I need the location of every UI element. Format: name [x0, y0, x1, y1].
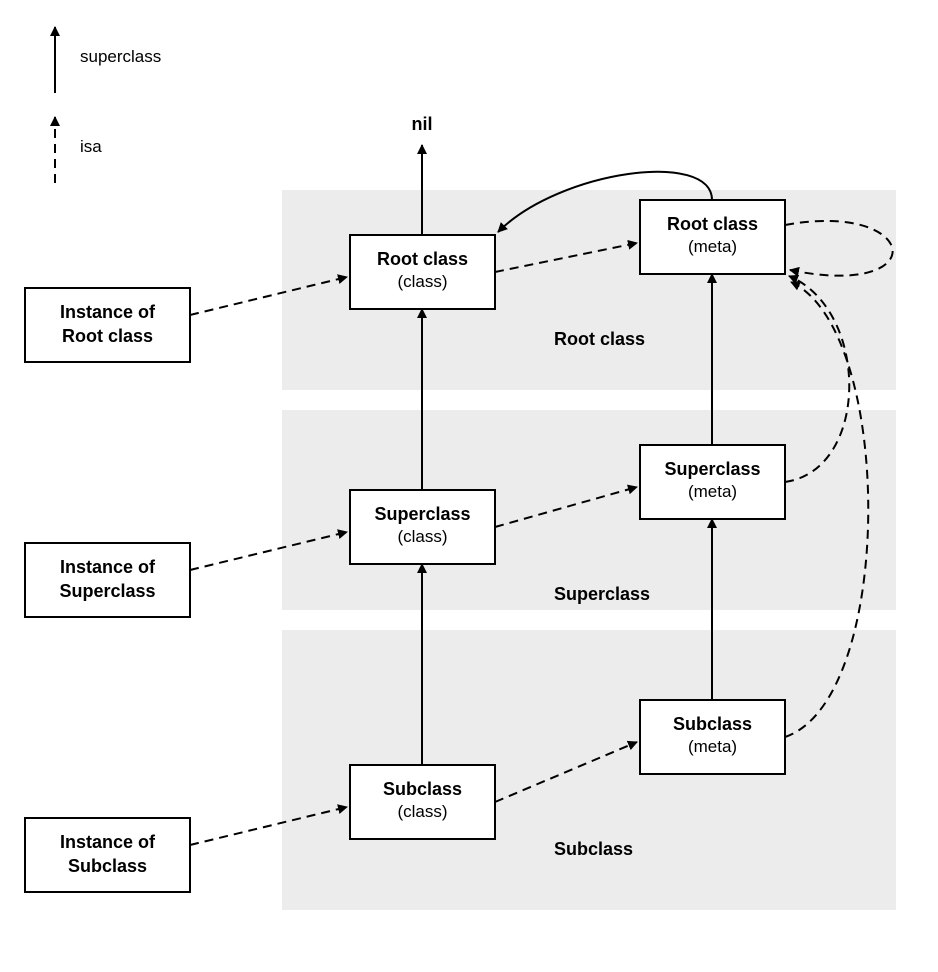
node-inst-root: Instance of Root class [25, 288, 190, 362]
node-super-class: Superclass (class) [350, 490, 495, 564]
node-title2: Superclass [59, 581, 155, 601]
node-title: Root class [377, 249, 468, 269]
node-subtitle: (class) [397, 527, 447, 546]
node-title: Instance of [60, 302, 156, 322]
node-subtitle: (meta) [688, 237, 737, 256]
node-sub-meta: Subclass (meta) [640, 700, 785, 774]
legend-isa-label: isa [80, 137, 102, 156]
node-inst-sub: Instance of Subclass [25, 818, 190, 892]
node-subtitle: (class) [397, 272, 447, 291]
node-title: Subclass [673, 714, 752, 734]
node-title: Instance of [60, 557, 156, 577]
node-super-meta: Superclass (meta) [640, 445, 785, 519]
node-title: Instance of [60, 832, 156, 852]
node-title: Root class [667, 214, 758, 234]
node-subtitle: (meta) [688, 482, 737, 501]
diagram-canvas: Instance of Root class Instance of Supercla… [0, 0, 938, 972]
node-title: Subclass [383, 779, 462, 799]
region-subclass-label: Subclass [554, 839, 633, 859]
legend-superclass-label: superclass [80, 47, 161, 66]
node-title: Superclass [664, 459, 760, 479]
node-title: Superclass [374, 504, 470, 524]
region-superclass-label: Superclass [554, 584, 650, 604]
node-inst-super: Instance of Superclass [25, 543, 190, 617]
node-sub-class: Subclass (class) [350, 765, 495, 839]
node-subtitle: (meta) [688, 737, 737, 756]
node-title2: Subclass [68, 856, 147, 876]
node-root-class: Root class (class) [350, 235, 495, 309]
region-root-label: Root class [554, 329, 645, 349]
node-title2: Root class [62, 326, 153, 346]
nil-label: nil [412, 114, 433, 134]
node-subtitle: (class) [397, 802, 447, 821]
node-root-meta: Root class (meta) [640, 200, 785, 274]
